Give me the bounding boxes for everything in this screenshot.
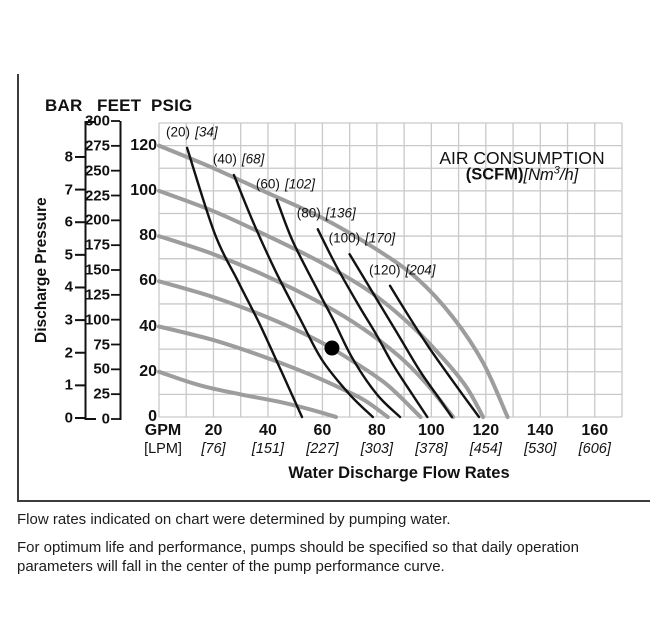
scale-header-psig: PSIG — [151, 96, 193, 115]
feet-tick-label: 250 — [84, 162, 110, 180]
feet-tick-label: 50 — [93, 360, 110, 378]
bar-tick-label: 0 — [64, 409, 73, 427]
feet-tick-label: 100 — [84, 311, 110, 329]
air-consumption-curve — [316, 228, 429, 419]
feet-tick-label: 200 — [84, 211, 110, 229]
bar-tick-label: 6 — [64, 213, 73, 231]
air-consumption-curve — [185, 146, 304, 419]
air-consumption-title: AIR CONSUMPTION — [439, 148, 605, 168]
air-curve-scfm-value: (120) — [368, 262, 401, 278]
psig-tick-label: 20 — [139, 362, 157, 380]
frame-left-border — [17, 74, 19, 502]
gpm-tick-label: 20 — [204, 422, 223, 439]
psig-tick-label: 120 — [130, 136, 157, 154]
scfm-label: (SCFM) — [465, 165, 524, 184]
nm3h-label: [Nm3/h] — [523, 164, 579, 184]
lpm-tick-label: [378] — [415, 441, 448, 457]
psig-tick-label: 0 — [148, 408, 157, 425]
bar-tick-label: 7 — [64, 181, 73, 199]
lpm-tick-label: [606] — [578, 441, 611, 457]
operating-point-dot — [324, 340, 340, 356]
air-curve-nm3h-value: [204] — [405, 262, 436, 278]
bar-tick-label: 1 — [64, 376, 73, 394]
bar-tick-label: 4 — [64, 278, 73, 296]
feet-tick-label: 150 — [84, 261, 110, 279]
x-axis-title: Water Discharge Flow Rates — [288, 464, 510, 482]
psig-tick-label: 40 — [139, 317, 157, 335]
feet-tick-label: 75 — [93, 336, 110, 353]
feet-tick-label: 175 — [84, 236, 110, 254]
air-curve-label: (60) [102] — [256, 176, 315, 191]
frame-bottom-border — [17, 500, 650, 502]
scale-header-feet: FEET — [97, 96, 142, 115]
lpm-tick-label: [454] — [469, 441, 502, 457]
feet-tick-label: 275 — [84, 137, 110, 155]
gpm-tick-label: 60 — [313, 422, 332, 439]
psig-tick-label: 100 — [130, 181, 157, 199]
feet-tick-label: 125 — [84, 286, 110, 304]
air-consumption-units: (SCFM)[Nm3/h] — [466, 164, 578, 185]
air-curve-label: (120) [204] — [369, 262, 436, 277]
air-curve-label: (100) [170] — [329, 231, 396, 246]
performance-curve — [157, 279, 423, 419]
air-consumption-curve — [348, 253, 453, 419]
lpm-tick-label: [530] — [524, 441, 557, 457]
x-unit-gpm: GPM — [144, 422, 182, 439]
chart-plot-area — [75, 120, 623, 420]
air-consumption-curve — [232, 173, 374, 419]
feet-tick-label: 0 — [101, 410, 110, 428]
scale-header-bar: BAR — [45, 96, 83, 115]
air-curve-nm3h-value: [34] — [195, 124, 218, 140]
air-curve-nm3h-value: [170] — [365, 230, 396, 246]
gpm-tick-label: 120 — [472, 422, 500, 439]
air-curve-label: (20) [34] — [166, 124, 218, 139]
gpm-tick-label: 160 — [581, 422, 609, 439]
gpm-tick-label: 100 — [417, 422, 445, 439]
air-curve-scfm-value: (20) — [166, 124, 191, 140]
air-curve-scfm-value: (100) — [328, 230, 361, 246]
air-curve-nm3h-value: [136] — [325, 205, 356, 221]
gpm-tick-label: 80 — [367, 422, 386, 439]
note-optimum-life: For optimum life and performance, pumps … — [17, 539, 579, 575]
y-axis-title: Discharge Pressure — [33, 197, 50, 343]
lpm-tick-label: [303] — [360, 441, 393, 457]
air-curve-nm3h-value: [102] — [284, 176, 315, 192]
bar-tick-label: 5 — [64, 246, 73, 264]
air-consumption-curve — [388, 284, 481, 419]
performance-curve — [157, 234, 456, 419]
performance-curve — [157, 324, 390, 419]
air-consumption-curve — [275, 198, 402, 419]
feet-tick-label: 25 — [93, 385, 110, 403]
bar-tick-label: 2 — [64, 344, 73, 362]
air-curve-scfm-value: (60) — [255, 176, 280, 192]
note-flow-rates: Flow rates indicated on chart were deter… — [17, 511, 451, 528]
gpm-tick-label: 40 — [259, 422, 277, 439]
air-curve-label: (80) [136] — [297, 206, 356, 221]
feet-tick-label: 225 — [84, 187, 110, 204]
performance-curve — [157, 369, 338, 419]
lpm-tick-label: [227] — [306, 441, 339, 457]
psig-tick-label: 80 — [139, 227, 157, 245]
air-curve-scfm-value: (80) — [296, 205, 321, 221]
lpm-tick-label: [76] — [201, 441, 226, 457]
psig-tick-label: 60 — [139, 272, 157, 290]
bar-tick-label: 8 — [64, 148, 73, 166]
bar-tick-label: 3 — [64, 311, 73, 329]
air-curve-label: (40) [68] — [213, 152, 265, 167]
feet-tick-label: 300 — [84, 112, 110, 130]
gpm-tick-label: 140 — [526, 422, 554, 439]
air-curve-nm3h-value: [68] — [241, 151, 265, 167]
performance-curve — [157, 143, 510, 419]
lpm-tick-label: [151] — [251, 441, 285, 457]
air-curve-scfm-value: (40) — [212, 151, 237, 167]
x-unit-lpm: [LPM] — [144, 441, 182, 457]
